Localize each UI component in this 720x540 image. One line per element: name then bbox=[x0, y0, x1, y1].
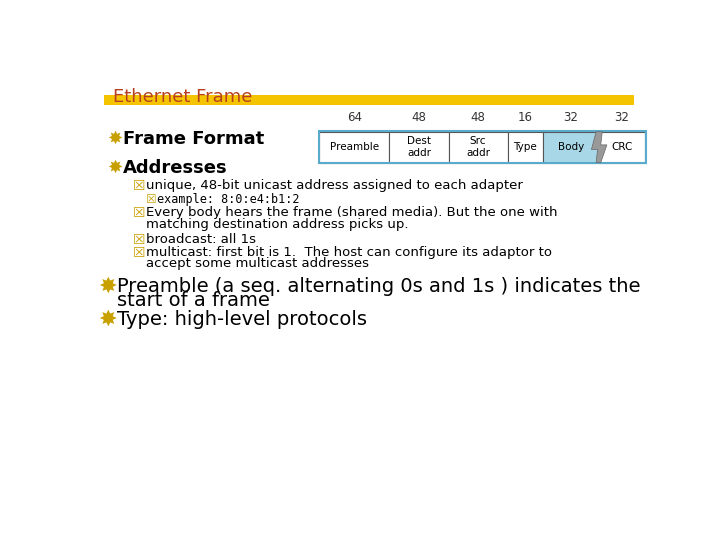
FancyBboxPatch shape bbox=[104, 95, 634, 105]
Text: Preamble (a seq. alternating 0s and 1s ) indicates the: Preamble (a seq. alternating 0s and 1s )… bbox=[117, 276, 641, 295]
Text: Addresses: Addresses bbox=[122, 159, 228, 177]
Text: 32: 32 bbox=[564, 111, 578, 124]
Bar bbox=[390, 132, 449, 163]
Text: 32: 32 bbox=[615, 111, 629, 124]
Text: 16: 16 bbox=[518, 111, 533, 124]
Text: ☒: ☒ bbox=[132, 246, 145, 260]
Text: unique, 48-bit unicast address assigned to each adapter: unique, 48-bit unicast address assigned … bbox=[145, 179, 523, 192]
Text: ✸: ✸ bbox=[107, 159, 122, 177]
Text: Type: high-level protocols: Type: high-level protocols bbox=[117, 309, 367, 329]
Text: ☒: ☒ bbox=[132, 233, 145, 247]
Polygon shape bbox=[591, 132, 607, 163]
Text: example: 8:0:e4:b1:2: example: 8:0:e4:b1:2 bbox=[157, 193, 299, 206]
Text: Every body hears the frame (shared media). But the one with: Every body hears the frame (shared media… bbox=[145, 206, 557, 219]
Text: accept some multicast addresses: accept some multicast addresses bbox=[145, 257, 369, 271]
Bar bbox=[543, 132, 599, 163]
Text: broadcast: all 1s: broadcast: all 1s bbox=[145, 233, 256, 246]
Text: 64: 64 bbox=[347, 111, 362, 124]
Text: Preamble: Preamble bbox=[330, 142, 379, 152]
Text: Body: Body bbox=[558, 142, 584, 152]
Bar bbox=[320, 132, 390, 163]
Text: CRC: CRC bbox=[611, 142, 633, 152]
Text: ✸: ✸ bbox=[98, 309, 117, 329]
Bar bbox=[508, 132, 543, 163]
Text: ☒: ☒ bbox=[132, 206, 145, 220]
Bar bbox=[449, 132, 508, 163]
Text: Src
addr: Src addr bbox=[466, 137, 490, 158]
Bar bbox=[599, 132, 645, 163]
Text: Type: Type bbox=[513, 142, 537, 152]
Bar bbox=[319, 131, 646, 164]
Text: ✸: ✸ bbox=[98, 276, 117, 296]
Text: Dest
addr: Dest addr bbox=[407, 137, 431, 158]
Text: Frame Format: Frame Format bbox=[122, 130, 264, 148]
Text: matching destination address picks up.: matching destination address picks up. bbox=[145, 218, 408, 231]
Text: 48: 48 bbox=[471, 111, 485, 124]
Text: Ethernet Frame: Ethernet Frame bbox=[113, 88, 253, 106]
Text: ✸: ✸ bbox=[107, 130, 122, 148]
Text: ☒: ☒ bbox=[132, 179, 145, 193]
Text: multicast: first bit is 1.  The host can configure its adaptor to: multicast: first bit is 1. The host can … bbox=[145, 246, 552, 259]
Text: 48: 48 bbox=[412, 111, 426, 124]
Text: start of a frame: start of a frame bbox=[117, 291, 270, 310]
Text: ☒: ☒ bbox=[145, 193, 156, 206]
